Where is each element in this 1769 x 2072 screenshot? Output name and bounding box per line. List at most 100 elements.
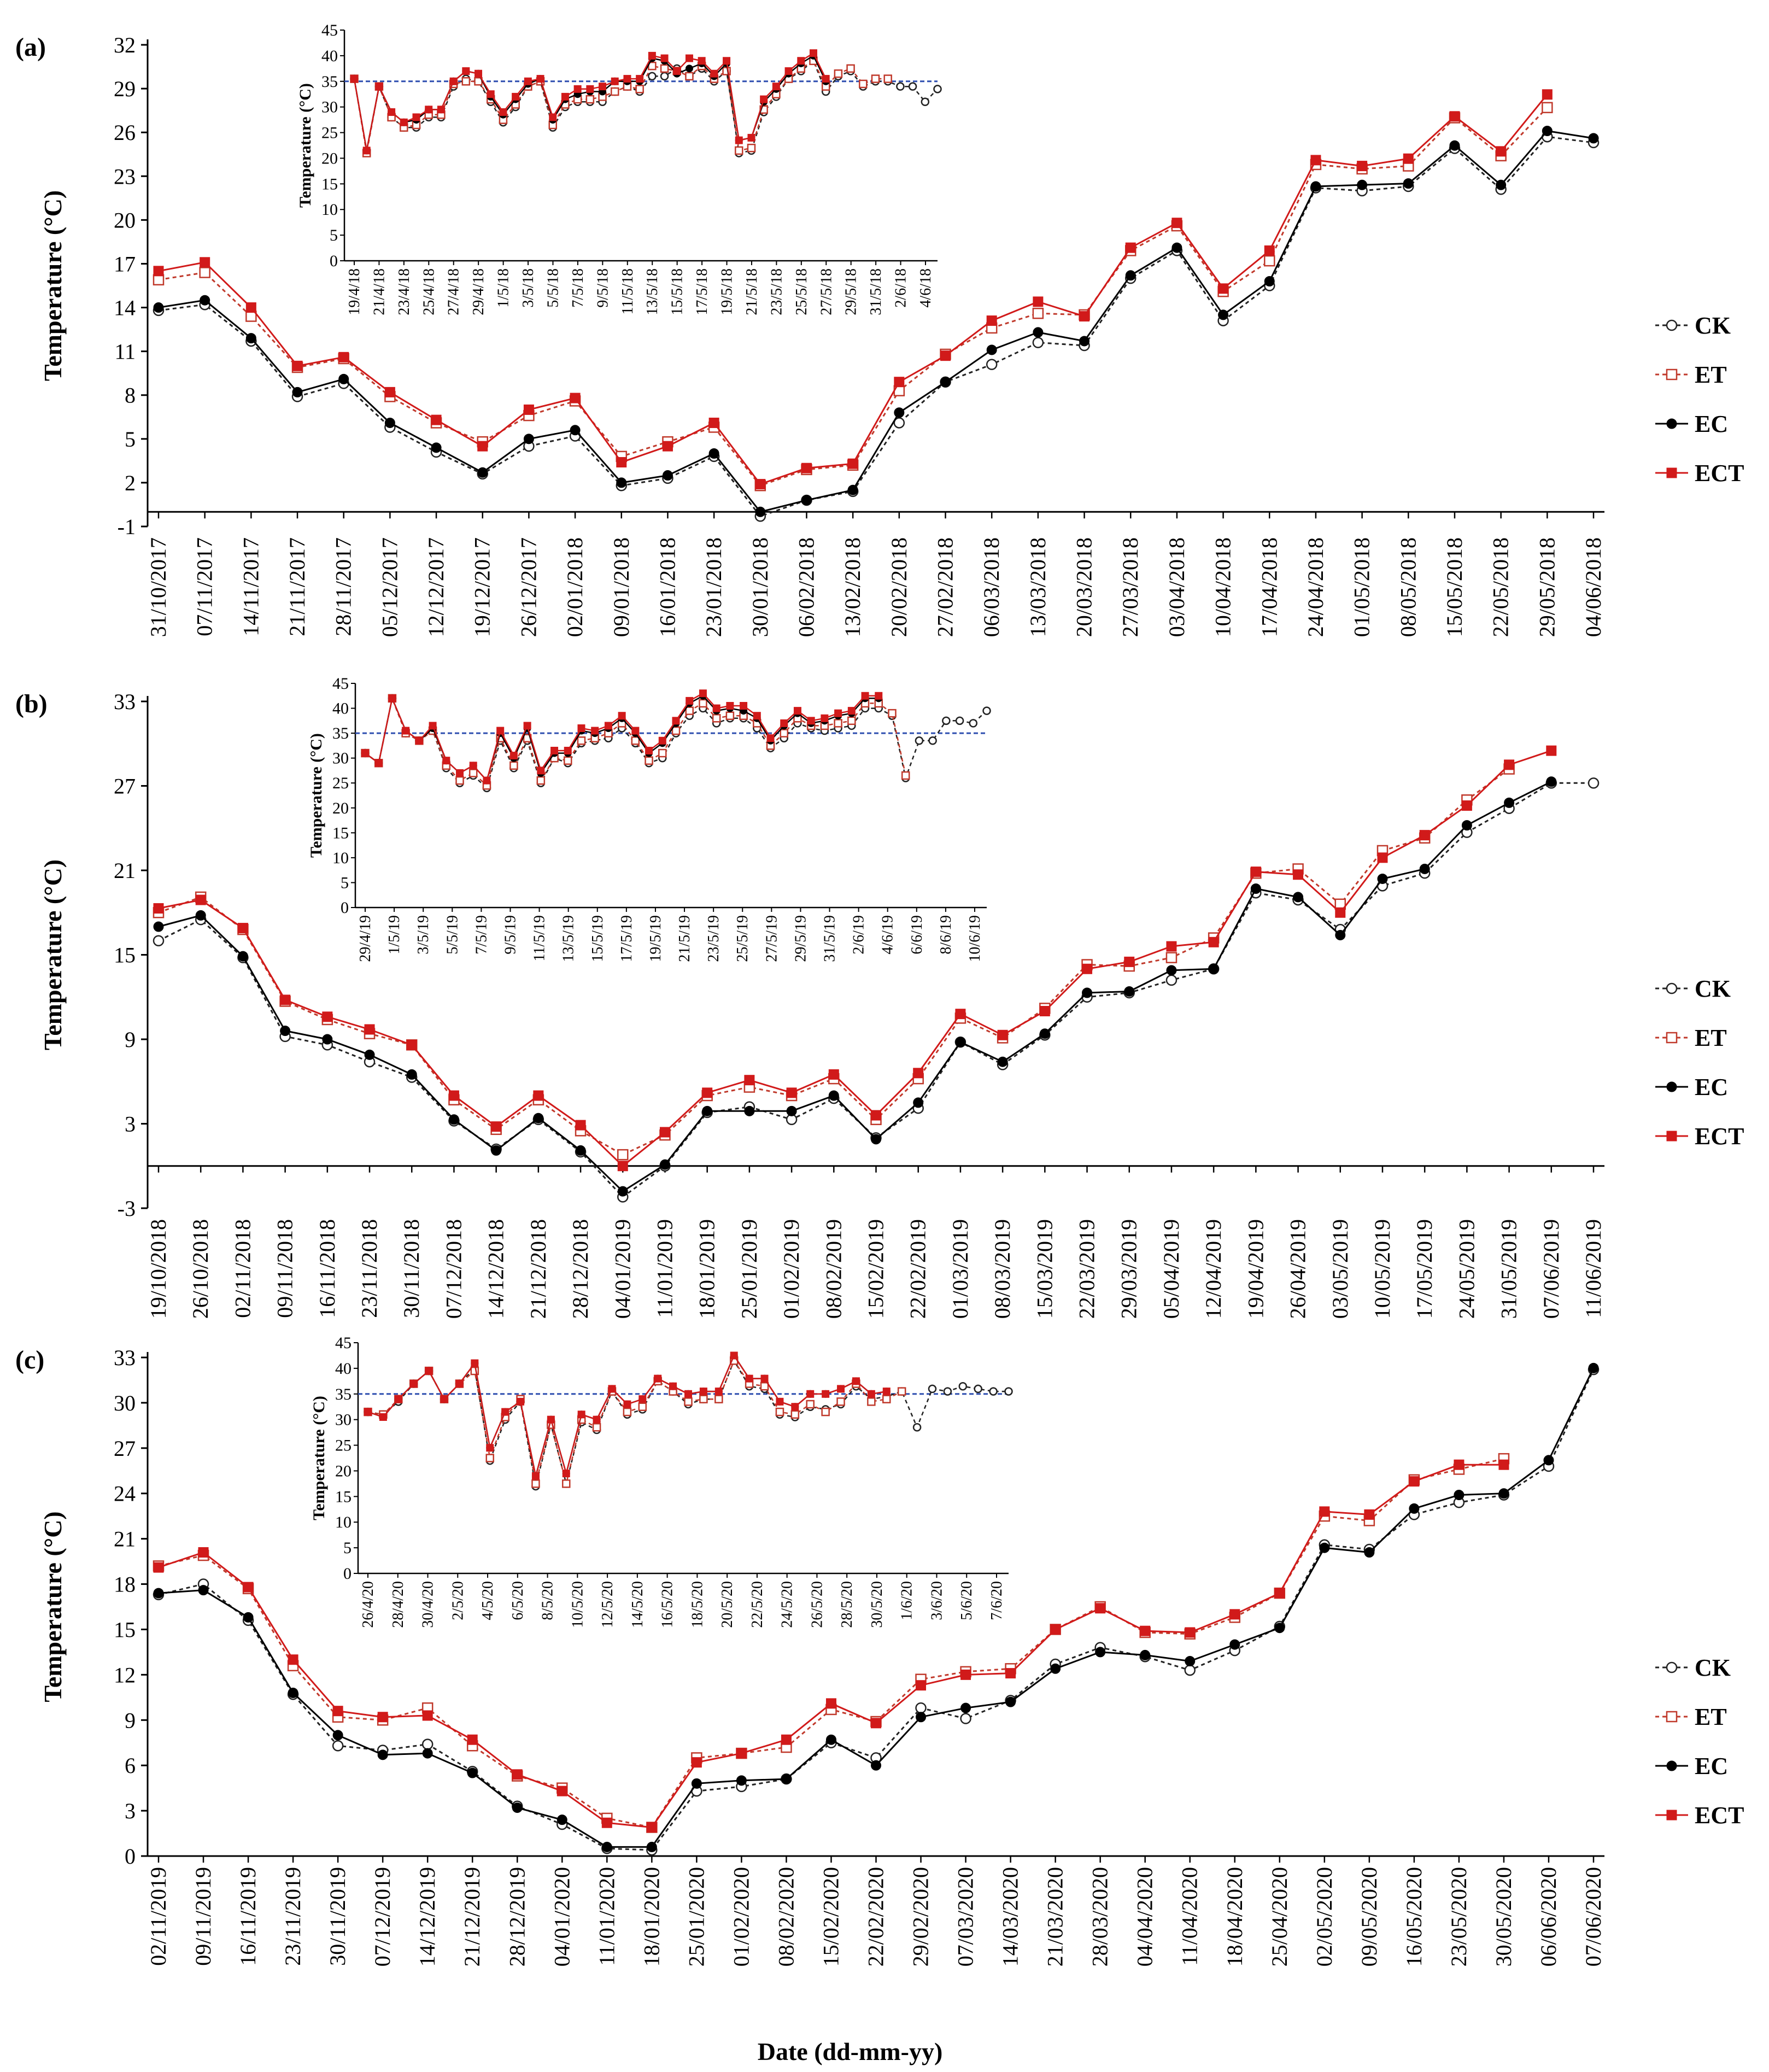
x-tick-label: 11/01/2020: [594, 1867, 619, 1966]
data-point-ec: [557, 1815, 567, 1825]
inset-y-tick-label: 15: [332, 824, 349, 842]
data-point-ec: [477, 467, 488, 478]
data-point-ec: [200, 295, 210, 306]
y-tick-label: 15: [114, 1617, 136, 1642]
x-tick-label: 04/06/2018: [1581, 537, 1606, 637]
data-point-inset-et: [485, 1454, 494, 1462]
x-tick-label: 01/02/2019: [779, 1219, 804, 1319]
data-point-ec: [847, 484, 858, 495]
x-tick-label: 18/04/2020: [1222, 1867, 1247, 1966]
inset-x-tick-label: 3/6/20: [928, 1581, 945, 1620]
data-point-inset-et: [790, 1410, 800, 1419]
legend-label-ec: EC: [1695, 1753, 1728, 1780]
x-tick-label: 30/11/2018: [399, 1219, 424, 1318]
inset-a: 0 5 10 15 20 25 30 35 40 45 Temperature (°C) 19/4/1…: [296, 21, 942, 315]
inset-x-tick-label: 8/5/20: [540, 1581, 557, 1620]
inset-x-tick-label: 30/5/20: [869, 1581, 886, 1628]
data-point-inset-ect: [599, 83, 607, 91]
inset-x-tick-label: 29/4/18: [470, 268, 487, 315]
y-tick-label: 30: [114, 1391, 136, 1415]
data-point-ck: [960, 1713, 971, 1724]
data-point-ect: [245, 302, 256, 313]
x-tick-label: 01/02/2020: [729, 1867, 753, 1966]
data-point-inset-ect: [425, 1367, 433, 1375]
x-tick-label: 06/03/2018: [979, 537, 1004, 637]
data-point-ect: [646, 1822, 657, 1833]
inset-y-tick-label: 20: [335, 1462, 352, 1480]
data-point-ect: [986, 315, 997, 326]
inset-x-tick-label: 21/4/18: [371, 268, 388, 315]
inset-y-tick-label: 0: [343, 1565, 352, 1583]
y-tick-label: 26: [114, 120, 136, 145]
inset-x-tick-label: 20/5/20: [719, 1581, 736, 1628]
data-point-inset-et: [585, 95, 595, 104]
data-point-ec: [1454, 1489, 1465, 1500]
data-point-ec: [1050, 1663, 1061, 1674]
data-point-inset-ect: [645, 747, 653, 754]
x-tick-label: 16/11/2018: [315, 1219, 339, 1318]
data-point-ec: [1546, 776, 1557, 787]
data-point-ect: [755, 479, 766, 490]
x-tick-label: 15/05/2018: [1442, 537, 1467, 637]
y-tick-label: 9: [125, 1027, 136, 1052]
x-tick-label: 13/02/2018: [840, 537, 865, 637]
legend-marker-et: [1666, 1032, 1678, 1044]
data-point-et: [153, 274, 165, 286]
data-point-ect: [601, 1817, 612, 1828]
data-point-ec: [601, 1841, 612, 1852]
data-point-ect: [691, 1757, 702, 1768]
data-point-inset-et: [888, 709, 897, 718]
data-point-inset-ect: [561, 92, 569, 101]
data-point-inset-et: [882, 1395, 891, 1403]
data-point-ect: [1461, 800, 1472, 811]
y-tick-label: 24: [114, 1482, 136, 1506]
data-point-inset-et: [671, 726, 681, 735]
data-point-ect: [491, 1121, 502, 1132]
y-tick-label: 3: [125, 1112, 136, 1137]
inset-y-tick-label: 40: [321, 47, 338, 65]
data-point-inset-ect: [806, 1390, 815, 1398]
inset-x-tick-label: 19/5/18: [719, 268, 736, 315]
data-point-inset-et: [509, 761, 518, 770]
data-point-inset-ect: [797, 57, 805, 65]
x-tick-label: 18/01/2020: [639, 1867, 664, 1966]
data-point-inset-ect: [402, 727, 410, 735]
x-tick-label: 12/12/2017: [424, 537, 448, 637]
x-tick-label: 30/01/2018: [748, 537, 772, 637]
legend-marker-et: [1666, 368, 1678, 381]
data-point-ect: [338, 352, 349, 362]
x-tick-label: 14/12/2018: [484, 1219, 508, 1319]
data-point-ck: [1184, 1664, 1196, 1676]
data-point-ect: [1409, 1476, 1420, 1487]
data-point-inset-ect: [618, 712, 626, 720]
data-point-ect: [467, 1734, 478, 1745]
data-point-inset-et: [685, 72, 694, 81]
y-tick-label: 29: [114, 77, 136, 101]
data-point-ect: [940, 350, 951, 361]
x-tick-label: 22/03/2019: [1075, 1219, 1099, 1319]
panel-a: (a)Temperature (°C)-12581114172023262932…: [15, 21, 1744, 637]
data-point-inset-et: [468, 769, 478, 777]
inset-x-tick-label: 16/5/20: [659, 1581, 676, 1628]
data-point-ect: [1079, 311, 1090, 322]
data-point-ec: [801, 495, 812, 506]
data-point-inset-ect: [374, 759, 383, 767]
x-tick-label: 06/02/2018: [794, 537, 818, 637]
x-tick-label: 26/04/2019: [1286, 1219, 1310, 1319]
data-point-ect: [825, 1698, 836, 1709]
x-tick-label: 07/03/2020: [953, 1867, 978, 1966]
data-point-inset-ect: [415, 736, 423, 745]
data-point-ect: [153, 266, 164, 277]
data-point-inset-ck: [989, 1387, 998, 1396]
inset-x-tick-label: 25/4/18: [420, 268, 437, 315]
data-point-inset-et: [531, 1479, 540, 1488]
data-point-inset-ect: [509, 752, 518, 760]
legend-label-ec: EC: [1695, 411, 1728, 437]
inset-x-tick-label: 5/5/18: [544, 268, 561, 308]
x-tick-label: 13/03/2018: [1026, 537, 1050, 637]
inset-y-tick-label: 35: [335, 1385, 352, 1403]
x-tick-label: 16/05/2020: [1402, 1867, 1426, 1966]
legend-label-et: ET: [1695, 1704, 1727, 1730]
data-point-inset-ect: [760, 1374, 769, 1383]
inset-x-tick-label: 11/5/18: [619, 268, 636, 315]
